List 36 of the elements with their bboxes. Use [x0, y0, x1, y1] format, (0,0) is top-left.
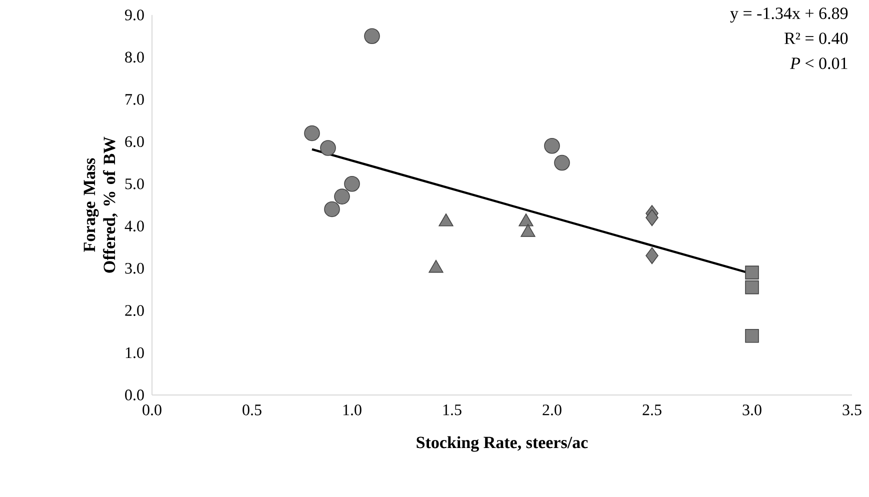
y-axis-title: Forage Mass Offered, % of BW — [84, 136, 118, 273]
x-tick-label: 0.5 — [242, 404, 262, 416]
point — [324, 201, 340, 218]
x-tick-label: 1.0 — [343, 404, 362, 416]
x-tick-label: 1.5 — [443, 404, 462, 416]
annotation: y = -1.34x + 6.89 — [730, 8, 848, 23]
x-tick-label: 3.0 — [742, 404, 762, 416]
y-tick-label: 0.0 — [125, 390, 144, 400]
point — [745, 266, 759, 280]
point — [344, 176, 360, 192]
y-tick-label: 6.0 — [125, 136, 144, 148]
y-tick-label: 1.0 — [126, 347, 144, 358]
point — [334, 188, 350, 204]
y-tick-label: 4.0 — [124, 220, 144, 232]
point — [544, 138, 560, 154]
point — [320, 140, 336, 156]
point — [646, 209, 658, 226]
y-tick-label: 7.0 — [126, 94, 144, 105]
annotation: R² = 0.40 — [784, 32, 848, 44]
x-axis-title: Stocking Rate, steers/ac — [416, 436, 588, 452]
point — [364, 28, 380, 44]
annotation: P < 0.01 — [790, 58, 848, 70]
y-tick-label: 2.0 — [125, 305, 144, 316]
y-tick-label: 9.0 — [124, 10, 144, 20]
point — [304, 125, 320, 142]
x-tick-label: 3.5 — [842, 404, 862, 416]
y-tick-label: 5.0 — [125, 178, 144, 190]
y-tick-label: 3.0 — [125, 262, 144, 274]
point — [646, 247, 658, 264]
point — [745, 328, 759, 343]
x-tick-label: 2.0 — [542, 404, 562, 416]
y-tick-label: 8.0 — [125, 52, 144, 63]
point — [554, 154, 570, 171]
x-tick-label: 0.0 — [142, 404, 162, 416]
point — [745, 280, 759, 294]
x-tick-label: 2.5 — [642, 404, 662, 416]
